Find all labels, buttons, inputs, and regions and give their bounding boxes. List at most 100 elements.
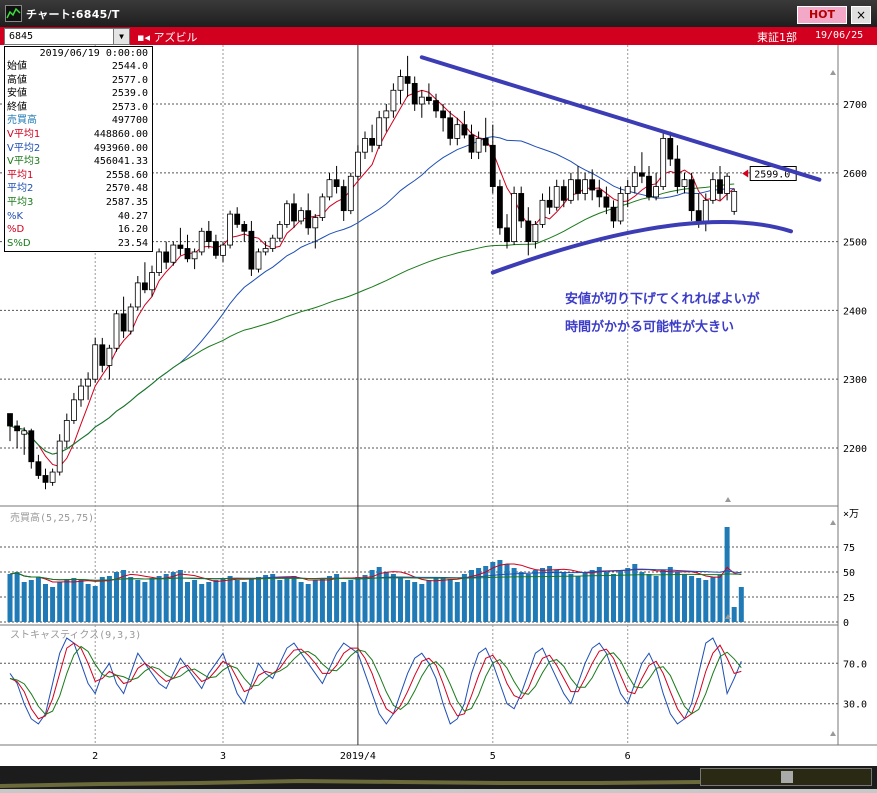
volume-bar [28, 580, 34, 622]
volume-bar [376, 567, 382, 622]
stochastic-pane-title: ストキャスティクス(9,3,3) [10, 629, 141, 641]
volume-bar [85, 584, 91, 622]
ohlc-info-panel: 2019/06/19 0:00:00 始値 2544.0 高値 2577.0 安値 253… [4, 46, 153, 252]
info-row: %K 40.27 [7, 211, 150, 223]
candle-body [28, 430, 35, 463]
info-label: 安値 [7, 88, 27, 100]
hot-button[interactable]: HOT [797, 6, 847, 24]
stock-code-value: 6845 [9, 31, 34, 42]
volume-bar [483, 566, 489, 622]
info-value: 493960.00 [93, 142, 148, 154]
volume-bar [7, 574, 13, 622]
candle-body [660, 138, 667, 187]
candle-body [85, 378, 91, 387]
price-tick-label: 2300 [843, 375, 867, 386]
candle-body [149, 272, 155, 291]
volume-bar [334, 574, 340, 622]
volume-bar [149, 578, 155, 622]
candle-body [532, 224, 539, 243]
volume-bar [43, 584, 48, 622]
volume-bar [99, 577, 105, 622]
candle-body [333, 179, 340, 187]
chevron-down-icon[interactable]: ▼ [113, 29, 129, 44]
volume-bar [412, 582, 418, 622]
candle-body [71, 399, 77, 421]
volume-bar [92, 586, 98, 622]
candle-body [710, 179, 716, 201]
volume-bar [575, 576, 581, 622]
candle-body [21, 430, 28, 435]
resistance-trendline [419, 55, 822, 182]
volume-bar [369, 570, 375, 622]
volume-bar [738, 587, 744, 622]
candle-body [291, 203, 297, 222]
navigator-thumb[interactable] [781, 771, 793, 783]
info-label: V平均3 [7, 156, 41, 168]
candle-body [354, 151, 361, 177]
volume-bar [241, 582, 247, 622]
candle-body [646, 175, 652, 198]
volume-bar [71, 578, 77, 622]
volume-bar [653, 576, 659, 622]
stochastic-k-line [9, 637, 742, 725]
volume-bar [163, 574, 169, 622]
candle-body [14, 425, 21, 432]
info-row: 平均2 2570.48 [7, 183, 150, 195]
volume-bar [618, 570, 624, 622]
volume-bar [596, 567, 602, 622]
candle-body [447, 117, 454, 139]
volume-bar [625, 568, 631, 622]
candle-body [582, 179, 588, 194]
candle-body [35, 461, 42, 476]
volume-tick-label: 75 [843, 543, 855, 554]
candle-body [276, 224, 283, 239]
candle-body [298, 210, 305, 222]
info-label: 終値 [7, 101, 27, 113]
candle-body [390, 89, 397, 112]
volume-bar [341, 582, 347, 622]
candle-body [546, 199, 553, 208]
info-label: 平均2 [7, 183, 34, 195]
range-navigator[interactable] [700, 768, 872, 786]
volume-unit-label: ×万 [843, 509, 859, 520]
candle-body [518, 193, 525, 222]
info-value: 2573.0 [111, 101, 148, 113]
annotation-line-1: 安値が切り下げてくれればよいが [565, 292, 760, 307]
window-title: チャート:6845/T [26, 8, 120, 21]
candle-body [7, 413, 13, 427]
volume-bar [632, 564, 638, 622]
volume-bar [21, 582, 27, 622]
candle-body [127, 306, 134, 332]
info-value: 456041.33 [93, 156, 148, 168]
info-row: 高値 2577.0 [7, 75, 150, 87]
volume-bar [717, 575, 723, 622]
market-label: 東証1部 [757, 31, 797, 44]
volume-bar [646, 574, 652, 622]
info-row: 安値 2539.0 [7, 88, 150, 100]
volume-bar [724, 527, 730, 622]
x-tick-label: 5 [490, 751, 496, 762]
stock-code-select[interactable]: 6845 ▼ [4, 28, 130, 45]
title-bar[interactable]: チャート:6845/T HOT × [0, 0, 877, 27]
close-button[interactable]: × [851, 6, 871, 24]
volume-bar [504, 564, 510, 622]
volume-bar [50, 587, 56, 622]
volume-bar [199, 584, 205, 622]
info-value: 2570.48 [105, 183, 148, 195]
toolbar-date: 19/06/25 [815, 30, 864, 41]
candle-body [220, 244, 226, 256]
candle-body [425, 96, 432, 101]
info-label: V平均2 [7, 142, 41, 154]
x-tick-label: 6 [625, 751, 631, 762]
candle-body [553, 186, 560, 208]
volume-pane-title: 売買高(5,25,75) [10, 511, 94, 524]
candle-body [42, 475, 49, 483]
volume-bar [682, 574, 687, 622]
candle-body [362, 138, 368, 153]
price-tick-label: 2400 [843, 306, 867, 317]
candle-body [78, 385, 84, 401]
volume-bar [78, 580, 84, 622]
candle-body [134, 282, 141, 308]
candle-body [106, 347, 113, 366]
volume-bar [185, 582, 190, 622]
